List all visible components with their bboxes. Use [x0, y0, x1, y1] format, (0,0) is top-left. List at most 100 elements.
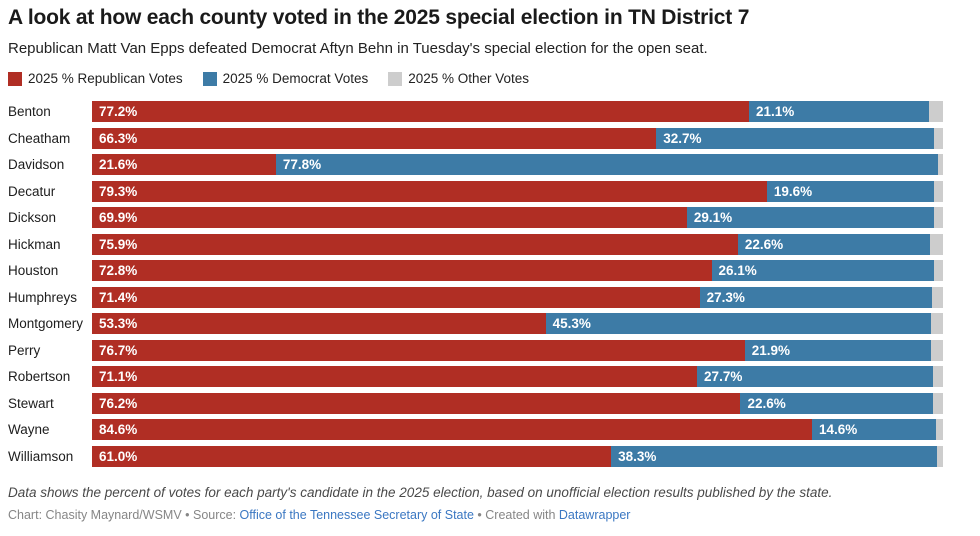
bar-segment-democrat: 27.3% [699, 286, 932, 308]
legend: 2025 % Republican Votes 2025 % Democrat V… [8, 71, 972, 86]
bar-row: Davidson 21.6% 77.8% [8, 154, 943, 175]
value-label-republican: 66.3% [99, 130, 138, 146]
bar-row: Stewart 76.2% 22.6% [8, 392, 943, 414]
bar-row: Decatur 79.3% 19.6% [8, 180, 943, 202]
legend-swatch-republican [8, 71, 22, 86]
bar-segment-other [928, 101, 943, 122]
bar-row: Cheatham 66.3% 32.7% [8, 127, 943, 149]
bar-segment-republican: 76.2% [92, 392, 741, 414]
value-label-republican: 21.6% [99, 157, 138, 172]
value-label-democrat: 27.7% [704, 369, 743, 384]
bar-segment-other [934, 207, 943, 228]
value-label-republican: 77.2% [99, 104, 138, 119]
value-label-republican: 53.3% [99, 316, 138, 331]
bar-row: Humphreys 71.4% 27.3% [8, 286, 943, 308]
legend-item-other: 2025 % Other Votes [388, 71, 529, 86]
source-link[interactable]: Office of the Tennessee Secretary of Sta… [239, 507, 474, 522]
byline: Chart: Chasity Maynard/WSMV • Source: Of… [8, 507, 972, 523]
bar-track: 53.3% 45.3% [92, 313, 943, 334]
bar-segment-other [931, 339, 943, 361]
bar-track: 77.2% 21.1% [92, 101, 943, 122]
value-label-democrat: 22.6% [744, 236, 784, 252]
value-label-democrat: 21.1% [755, 104, 795, 119]
bar-track: 71.4% 27.3% [92, 286, 943, 308]
bar-segment-democrat: 22.6% [740, 392, 933, 414]
bar-segment-republican: 75.9% [92, 233, 738, 255]
bar-segment-democrat: 21.1% [748, 101, 929, 122]
bar-segment-republican: 71.4% [92, 286, 700, 308]
bar-row: Dickson 69.9% 29.1% [8, 207, 943, 228]
legend-item-democrat: 2025 % Democrat Votes [202, 71, 369, 86]
bar-segment-democrat: 27.7% [697, 366, 933, 387]
value-label-republican: 61.0% [99, 448, 138, 464]
legend-swatch-other [388, 71, 403, 86]
bar-segment-democrat: 19.6% [766, 180, 934, 202]
county-label: Wayne [8, 422, 50, 437]
county-label: Humphreys [8, 289, 78, 305]
value-label-democrat: 14.6% [818, 422, 858, 437]
byline-separator: • Created with [473, 507, 559, 522]
county-label: Benton [8, 104, 51, 119]
county-label: Dickson [8, 210, 57, 225]
value-label-republican: 75.9% [99, 236, 138, 252]
county-label: Montgomery [8, 316, 84, 331]
bar-segment-democrat: 38.3% [611, 445, 938, 467]
county-label: Stewart [8, 395, 54, 411]
value-label-republican: 71.4% [99, 289, 138, 305]
value-label-democrat: 77.8% [282, 157, 322, 172]
value-label-republican: 79.3% [99, 183, 138, 199]
bar-chart: Benton 77.2% 21.1% Cheatham 66.3% 32.7% Davids… [8, 101, 972, 467]
value-label-democrat: 26.1% [718, 263, 757, 278]
bar-segment-other [937, 445, 943, 467]
value-label-republican: 72.8% [99, 263, 138, 278]
value-label-republican: 84.6% [99, 422, 138, 437]
bar-segment-democrat: 45.3% [545, 313, 932, 334]
legend-label: 2025 % Republican Votes [28, 71, 183, 86]
bar-segment-other [933, 180, 943, 202]
county-label: Perry [8, 342, 41, 358]
bar-segment-other [932, 392, 943, 414]
bar-track: 75.9% 22.6% [92, 233, 943, 255]
bar-segment-democrat: 77.8% [275, 154, 938, 175]
bar-track: 66.3% 32.7% [92, 127, 943, 149]
chart-title: A look at how each county voted in the 2… [8, 6, 750, 29]
county-label: Williamson [8, 448, 74, 464]
byline-credit: Chart: Chasity Maynard/WSMV • Source: [8, 507, 240, 522]
bar-row: Wayne 84.6% 14.6% [8, 419, 943, 440]
bar-segment-other [931, 313, 943, 334]
bar-segment-democrat: 14.6% [811, 419, 937, 440]
bar-segment-other [932, 366, 943, 387]
value-label-republican: 71.1% [99, 369, 138, 384]
bar-segment-democrat: 32.7% [656, 127, 935, 149]
datawrapper-link[interactable]: Datawrapper [558, 507, 631, 522]
bar-segment-other [936, 419, 943, 440]
county-label: Cheatham [8, 130, 71, 146]
bar-track: 69.9% 29.1% [92, 207, 943, 228]
bar-segment-other [937, 154, 943, 175]
bar-segment-republican: 69.9% [92, 207, 687, 228]
bar-row: Perry 76.7% 21.9% [8, 339, 943, 361]
bar-segment-republican: 53.3% [92, 313, 546, 334]
value-label-republican: 76.7% [99, 342, 138, 358]
value-label-democrat: 21.9% [751, 342, 790, 358]
value-label-democrat: 27.3% [706, 289, 745, 305]
bar-row: Houston 72.8% 26.1% [8, 260, 943, 281]
county-label: Hickman [8, 236, 61, 252]
legend-swatch-democrat [202, 71, 217, 86]
value-label-republican: 69.9% [99, 210, 138, 225]
bar-segment-other [933, 260, 943, 281]
bar-segment-democrat: 29.1% [686, 207, 935, 228]
bar-segment-republican: 84.6% [92, 419, 812, 440]
bar-track: 84.6% 14.6% [92, 419, 943, 440]
bar-segment-other [930, 233, 943, 255]
bar-track: 21.6% 77.8% [92, 154, 943, 175]
bar-track: 71.1% 27.7% [92, 366, 943, 387]
value-label-democrat: 32.7% [663, 130, 702, 146]
legend-label: 2025 % Democrat Votes [222, 71, 369, 86]
bar-track: 76.2% 22.6% [92, 392, 943, 414]
bar-row: Williamson 61.0% 38.3% [8, 445, 943, 467]
county-label: Houston [8, 263, 59, 278]
legend-item-republican: 2025 % Republican Votes [8, 71, 183, 86]
value-label-democrat: 45.3% [552, 316, 591, 331]
bar-segment-republican: 76.7% [92, 339, 745, 361]
